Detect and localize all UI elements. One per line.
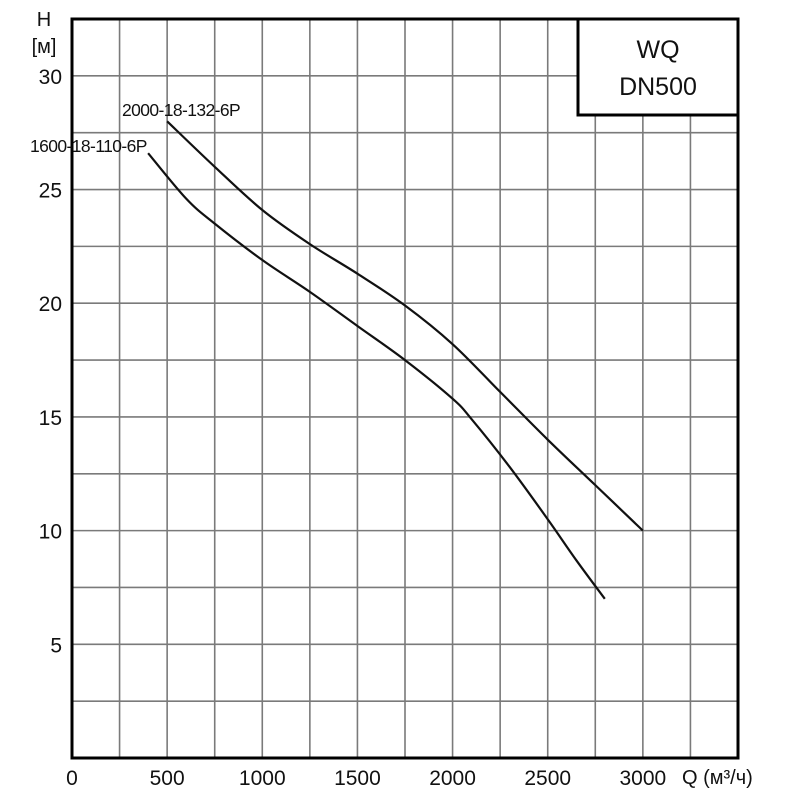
legend-box: WQ DN500 [576, 17, 740, 117]
x-tick-label: 500 [150, 767, 185, 790]
series-label: 2000-18-132-6P [122, 100, 240, 120]
grid [72, 19, 738, 758]
legend-line2: DN500 [619, 73, 697, 101]
legend-line1: WQ [636, 36, 679, 64]
y-axis-label-unit: [м] [32, 36, 57, 58]
y-tick-label: 5 [50, 634, 62, 657]
y-axis-label-h: H [37, 9, 51, 31]
curves [147, 120, 644, 600]
y-tick-label: 10 [39, 521, 62, 544]
x-tick-label: 1500 [334, 767, 381, 790]
x-tick-label: 1000 [239, 767, 286, 790]
x-tick-labels: 0 500 1000 1500 2000 2500 3000 [66, 767, 666, 790]
y-tick-label: 20 [39, 293, 62, 316]
x-axis-label: Q (м³/ч) [682, 767, 753, 789]
x-tick-label: 2500 [524, 767, 571, 790]
plot-frame [70, 17, 740, 760]
series-label: 1600-18-110-6P [30, 136, 147, 156]
x-tick-label: 3000 [619, 767, 666, 790]
y-tick-labels: 5 10 15 20 25 30 [39, 66, 62, 657]
legend-box-frame [576, 17, 740, 117]
y-tick-label: 25 [39, 180, 62, 203]
x-tick-label: 0 [66, 767, 78, 790]
x-tick-label: 2000 [429, 767, 476, 790]
series-curve-2000-18-132-6P [166, 120, 644, 532]
y-tick-label: 15 [39, 407, 62, 430]
series-curve-1600-18-110-6P [147, 152, 606, 600]
y-tick-label: 30 [39, 66, 62, 89]
series-labels: 2000-18-132-6P 1600-18-110-6P [30, 100, 241, 156]
